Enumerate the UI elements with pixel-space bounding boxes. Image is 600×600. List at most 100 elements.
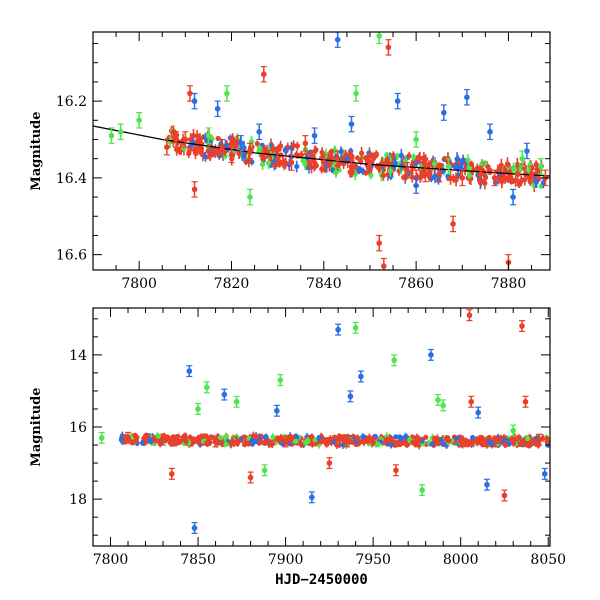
plot-area <box>93 32 550 270</box>
band-point <box>170 435 176 441</box>
band-point <box>183 439 189 445</box>
band-point <box>181 432 187 440</box>
band-point <box>355 155 361 161</box>
data-point <box>427 348 434 361</box>
y-tick-label: 16 <box>69 420 87 436</box>
data-point <box>528 165 535 183</box>
band-point <box>505 161 511 168</box>
band-point <box>398 148 404 163</box>
data-point <box>288 154 295 171</box>
data-point <box>445 158 452 175</box>
band-point <box>502 442 508 449</box>
data-point <box>186 365 193 378</box>
band-point <box>516 434 522 441</box>
band-point <box>442 155 448 162</box>
data-point <box>98 431 105 444</box>
bottom-panel: 7800 7850 7900 7950 8000 8050 14 16 18 Magnitude H… <box>29 307 566 588</box>
data-point <box>536 433 543 446</box>
plot-frame <box>92 307 551 547</box>
band-point <box>277 142 283 150</box>
band-point <box>446 437 452 444</box>
y-axis-label: Magnitude <box>29 111 44 190</box>
y-tick-label: 16.2 <box>56 94 87 110</box>
data-point <box>394 92 401 110</box>
data-point <box>392 464 399 477</box>
y-tick-label: 16.6 <box>56 248 87 264</box>
band-point <box>327 437 333 445</box>
data-point <box>182 131 189 148</box>
band-point <box>486 439 492 445</box>
data-point <box>466 309 473 322</box>
band-point <box>334 440 340 450</box>
data-point <box>347 390 354 403</box>
x-tick-label: 7800 <box>93 552 129 568</box>
band-point <box>369 435 376 443</box>
band-point <box>435 438 441 447</box>
band-point <box>361 438 367 447</box>
data-point <box>191 521 198 534</box>
data-point <box>492 435 499 448</box>
data-point <box>205 127 212 144</box>
data-point <box>233 395 240 408</box>
band-point <box>454 435 460 441</box>
data-point <box>459 169 466 187</box>
band-point <box>470 434 476 441</box>
band-point <box>411 152 417 161</box>
x-tick-label: 7800 <box>121 276 157 292</box>
band-point <box>194 146 201 156</box>
band-point <box>165 434 171 441</box>
data-point <box>352 321 359 334</box>
band-point <box>363 170 369 176</box>
band-point <box>482 172 489 183</box>
data-point <box>246 188 253 206</box>
band-point <box>283 157 289 169</box>
data-point <box>108 127 115 144</box>
band-point <box>507 173 514 180</box>
data-point <box>168 467 175 480</box>
band-point <box>254 434 260 440</box>
x-tick-label: 7840 <box>306 276 342 292</box>
y-tick-label: 16.4 <box>56 171 87 187</box>
band-point <box>338 146 344 157</box>
data-point <box>117 123 124 141</box>
band-point <box>344 156 351 162</box>
data-point <box>475 406 482 419</box>
band-point <box>356 166 363 172</box>
band-point <box>246 154 252 168</box>
data-point <box>308 491 315 504</box>
band-point <box>223 433 230 439</box>
band-point <box>429 441 435 447</box>
band-point <box>194 129 200 142</box>
data-point <box>501 489 508 502</box>
band-point <box>204 438 210 447</box>
band-point <box>282 146 288 155</box>
band-point <box>294 141 300 150</box>
x-tick-label: 7820 <box>214 276 250 292</box>
band-point <box>309 150 315 162</box>
band-point <box>324 441 330 448</box>
x-tick-label: 7860 <box>398 276 434 292</box>
band-point <box>294 160 300 173</box>
band-point <box>134 434 140 441</box>
data-point <box>518 320 525 333</box>
band-point <box>466 171 472 180</box>
data-point <box>434 393 441 406</box>
band-point <box>243 438 249 447</box>
plot-area <box>98 309 550 534</box>
band-point <box>139 439 146 446</box>
data-point <box>376 32 383 45</box>
band-point <box>265 156 272 170</box>
band-point <box>402 440 408 446</box>
band-point <box>217 434 223 441</box>
x-axis-label: HJD−2450000 <box>275 572 368 588</box>
band-point <box>327 150 333 159</box>
data-point <box>376 234 383 252</box>
band-point <box>277 436 283 445</box>
x-tick-label: 8050 <box>530 552 566 568</box>
data-point <box>422 165 429 183</box>
data-point <box>136 112 143 129</box>
band-point <box>479 437 485 444</box>
data-point <box>334 150 341 167</box>
band-point <box>118 435 124 444</box>
data-point <box>403 161 410 179</box>
